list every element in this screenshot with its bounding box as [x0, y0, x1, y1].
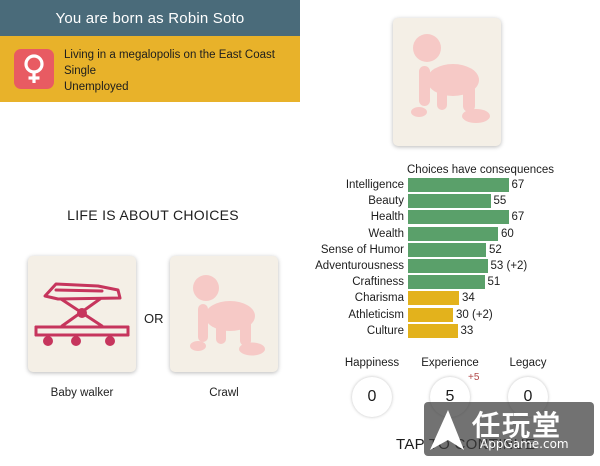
chart-category-label: Charisma	[354, 292, 404, 305]
crawling-baby-icon	[411, 34, 490, 123]
attributes-bar-chart: Intelligence 67 Beauty 55 Health 67 Wealth 60 Se…	[300, 177, 600, 342]
chart-category-label: Sense of Humor	[320, 243, 404, 256]
experience-label: Experience	[421, 357, 479, 369]
chart-bar	[408, 259, 488, 273]
experience-bonus: +5	[468, 372, 480, 383]
chart-bar	[408, 291, 459, 306]
chart-value-label: 67	[511, 179, 525, 191]
or-separator: OR	[144, 311, 164, 326]
watermark-logo: 任玩堂 AppGame.com	[424, 402, 594, 456]
watermark-url: AppGame.com	[480, 437, 569, 451]
chart-bar	[408, 275, 485, 290]
happiness-label: Happiness	[344, 357, 400, 369]
chart-value-label: 52	[489, 243, 502, 256]
chart-row: Craftiness 51	[300, 274, 600, 290]
chart-row: Adventurousness 53 (+2)	[300, 258, 600, 274]
profile-location: Living in a megalopolis on the East Coas…	[64, 49, 275, 61]
chart-value-label: 53 (+2)	[490, 260, 528, 272]
choice-prompt-title: LIFE IS ABOUT CHOICES	[67, 207, 239, 223]
chart-value-label: 30 (+2)	[456, 308, 493, 321]
chart-bar	[408, 307, 453, 322]
chart-value-label: 51	[487, 276, 501, 289]
crawling-baby-icon	[190, 275, 265, 356]
choice-label-crawl: Crawl	[209, 387, 239, 399]
choice-card-crawl[interactable]	[170, 256, 278, 372]
chart-category-label: Craftiness	[352, 276, 404, 289]
baby-walker-icon	[34, 282, 130, 346]
chart-row: Health 67	[300, 209, 600, 225]
chart-row: Sense of Humor 52	[300, 242, 600, 258]
profile-relationship: Single	[64, 65, 96, 77]
choice-card-baby-walker[interactable]	[28, 256, 136, 372]
legacy-label: Legacy	[509, 357, 547, 369]
chart-category-label: Wealth	[368, 227, 404, 240]
female-symbol-icon	[14, 49, 54, 89]
happiness-meter: 0	[352, 377, 392, 417]
chart-row: Intelligence 67	[300, 177, 600, 193]
chart-row: Culture 33	[300, 323, 600, 339]
chart-bar	[408, 323, 458, 338]
watermark-text: 任玩堂	[472, 409, 563, 442]
current-stage-card	[393, 18, 501, 146]
chart-value-label: 55	[493, 195, 507, 208]
chart-bar	[408, 210, 509, 225]
chart-category-label: Athleticism	[348, 308, 404, 321]
chart-category-label: Beauty	[368, 195, 404, 208]
chart-row: Wealth 60	[300, 226, 600, 242]
chart-category-label: Adventurousness	[315, 260, 404, 272]
choice-label-baby-walker: Baby walker	[50, 387, 114, 399]
profile-panel: Living in a megalopolis on the East Coas…	[0, 36, 300, 102]
profile-employment: Unemployed	[64, 81, 129, 93]
chart-category-label: Health	[370, 211, 404, 224]
chart-bar	[408, 194, 491, 209]
chart-value-label: 34	[462, 292, 475, 305]
chart-bar	[408, 178, 509, 192]
chart-row: Athleticism 30 (+2)	[300, 307, 600, 323]
chart-value-label: 67	[511, 211, 525, 224]
chart-value-label: 33	[460, 324, 474, 337]
chart-value-label: 60	[501, 227, 514, 240]
chart-bar	[408, 226, 498, 241]
header-bar: You are born as Robin Soto	[0, 0, 300, 36]
chart-title: Choices have consequences	[407, 164, 555, 176]
chart-category-label: Intelligence	[345, 179, 404, 191]
chart-bar	[408, 242, 486, 257]
chart-row: Beauty 55	[300, 193, 600, 209]
chart-category-label: Culture	[366, 324, 404, 337]
chart-row: Charisma 34	[300, 290, 600, 306]
page-title: You are born as Robin Soto	[55, 9, 245, 27]
watermark-arrow-icon	[430, 410, 464, 450]
